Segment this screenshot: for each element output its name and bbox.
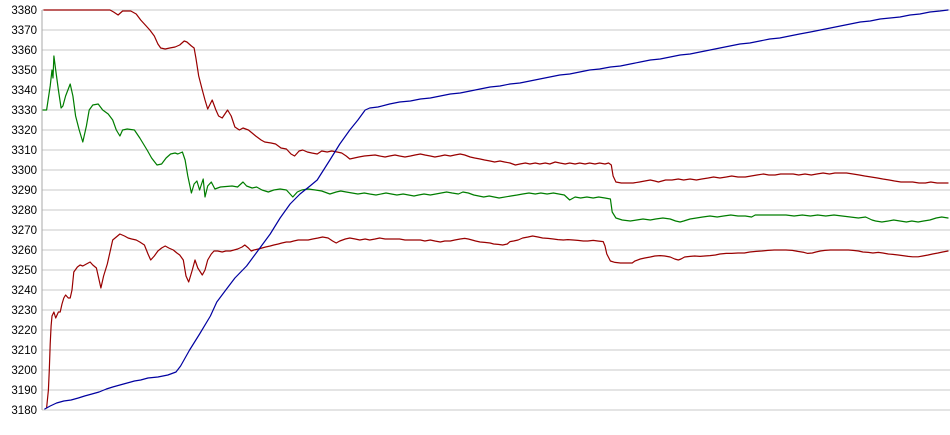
y-axis-tick-label: 3380 bbox=[11, 5, 37, 17]
y-axis-tick-label: 3370 bbox=[11, 25, 37, 37]
y-axis-tick-label: 3180 bbox=[11, 405, 37, 417]
y-axis-tick-label: 3330 bbox=[11, 105, 37, 117]
y-axis-tick-label: 3230 bbox=[11, 305, 37, 317]
y-axis-tick-label: 3290 bbox=[11, 185, 37, 197]
series-upper-dark-red bbox=[43, 9, 949, 184]
grid-layer bbox=[42, 9, 950, 411]
y-axis-tick-label: 3300 bbox=[11, 165, 37, 177]
series-dark-blue bbox=[44, 9, 949, 410]
y-axis-tick-label: 3200 bbox=[11, 365, 37, 377]
y-axis-tick-label: 3270 bbox=[11, 225, 37, 237]
y-axis-tick-label: 3250 bbox=[11, 265, 37, 277]
y-axis-tick-label: 3210 bbox=[11, 345, 37, 357]
y-axis-tick-label: 3320 bbox=[11, 125, 37, 137]
y-axis-tick-label: 3260 bbox=[11, 245, 37, 257]
series-layer bbox=[42, 9, 949, 410]
y-axis-labels: 3380 3370 3360 3350 3340 3330 3320 3310 3300 3290… bbox=[11, 5, 37, 417]
y-axis-tick-label: 3220 bbox=[11, 325, 37, 337]
series-lower-dark-red bbox=[45, 233, 949, 409]
y-axis-tick-label: 3310 bbox=[11, 145, 37, 157]
y-axis-tick-label: 3340 bbox=[11, 85, 37, 97]
y-axis-tick-label: 3240 bbox=[11, 285, 37, 297]
y-axis-tick-label: 3350 bbox=[11, 65, 37, 77]
y-axis-tick-label: 3190 bbox=[11, 385, 37, 397]
series-green bbox=[42, 55, 949, 223]
y-axis-tick-label: 3280 bbox=[11, 205, 37, 217]
y-axis-tick-label: 3360 bbox=[11, 45, 37, 57]
